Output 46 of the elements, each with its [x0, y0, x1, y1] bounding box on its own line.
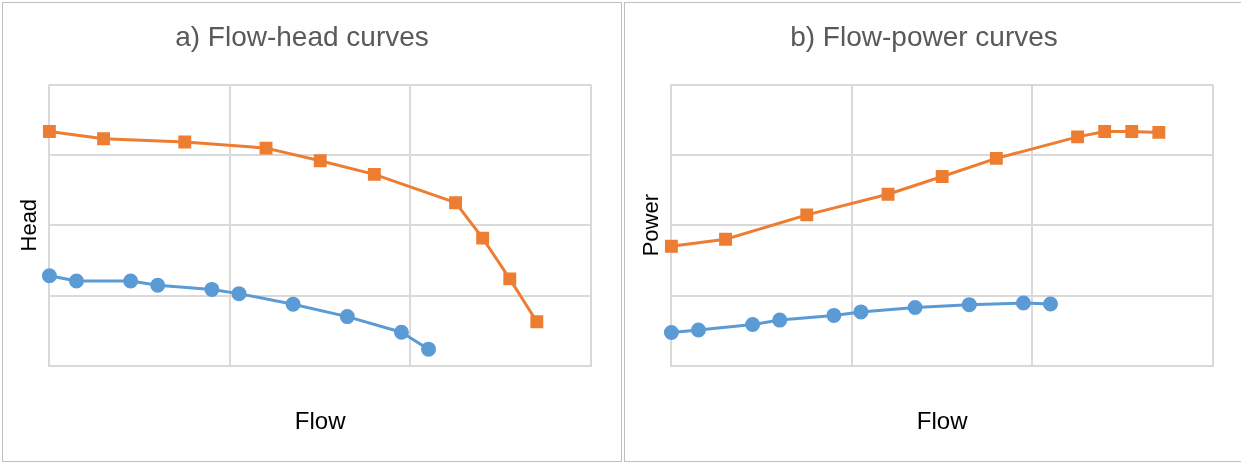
point	[881, 187, 895, 201]
point	[772, 312, 788, 328]
point	[259, 141, 273, 155]
point	[285, 296, 301, 312]
point	[123, 273, 139, 289]
point	[1152, 125, 1166, 139]
point	[231, 286, 247, 302]
point	[745, 317, 761, 333]
point	[663, 325, 679, 341]
point	[800, 208, 814, 222]
point	[68, 273, 84, 289]
x-axis-title: Flow	[916, 407, 969, 435]
point	[449, 196, 463, 210]
point	[178, 135, 192, 149]
point	[339, 309, 355, 325]
point	[150, 277, 166, 293]
point	[664, 239, 678, 253]
chart-title: b) Flow-power curves	[790, 20, 1058, 52]
point	[367, 167, 381, 181]
y-axis-title: Power	[638, 194, 664, 257]
point	[1015, 295, 1031, 311]
point	[826, 307, 842, 323]
point	[313, 154, 327, 168]
point	[1125, 125, 1139, 138]
chart-title: a) Flow-head curves	[175, 20, 429, 52]
point	[719, 232, 733, 246]
point	[204, 281, 220, 297]
point	[1098, 125, 1112, 138]
point	[530, 315, 544, 329]
point	[503, 272, 517, 286]
point	[853, 304, 869, 320]
point	[476, 231, 490, 245]
point	[690, 322, 706, 338]
y-axis-title: Head	[16, 198, 42, 252]
point	[97, 132, 111, 146]
point	[42, 125, 56, 138]
point	[421, 341, 437, 357]
point	[989, 151, 1003, 165]
point	[1043, 296, 1059, 312]
point	[935, 170, 949, 183]
point	[907, 299, 923, 315]
x-axis-title: Flow	[294, 407, 347, 435]
point	[961, 297, 977, 313]
point	[393, 324, 409, 340]
point	[1071, 130, 1085, 144]
point	[41, 268, 57, 284]
